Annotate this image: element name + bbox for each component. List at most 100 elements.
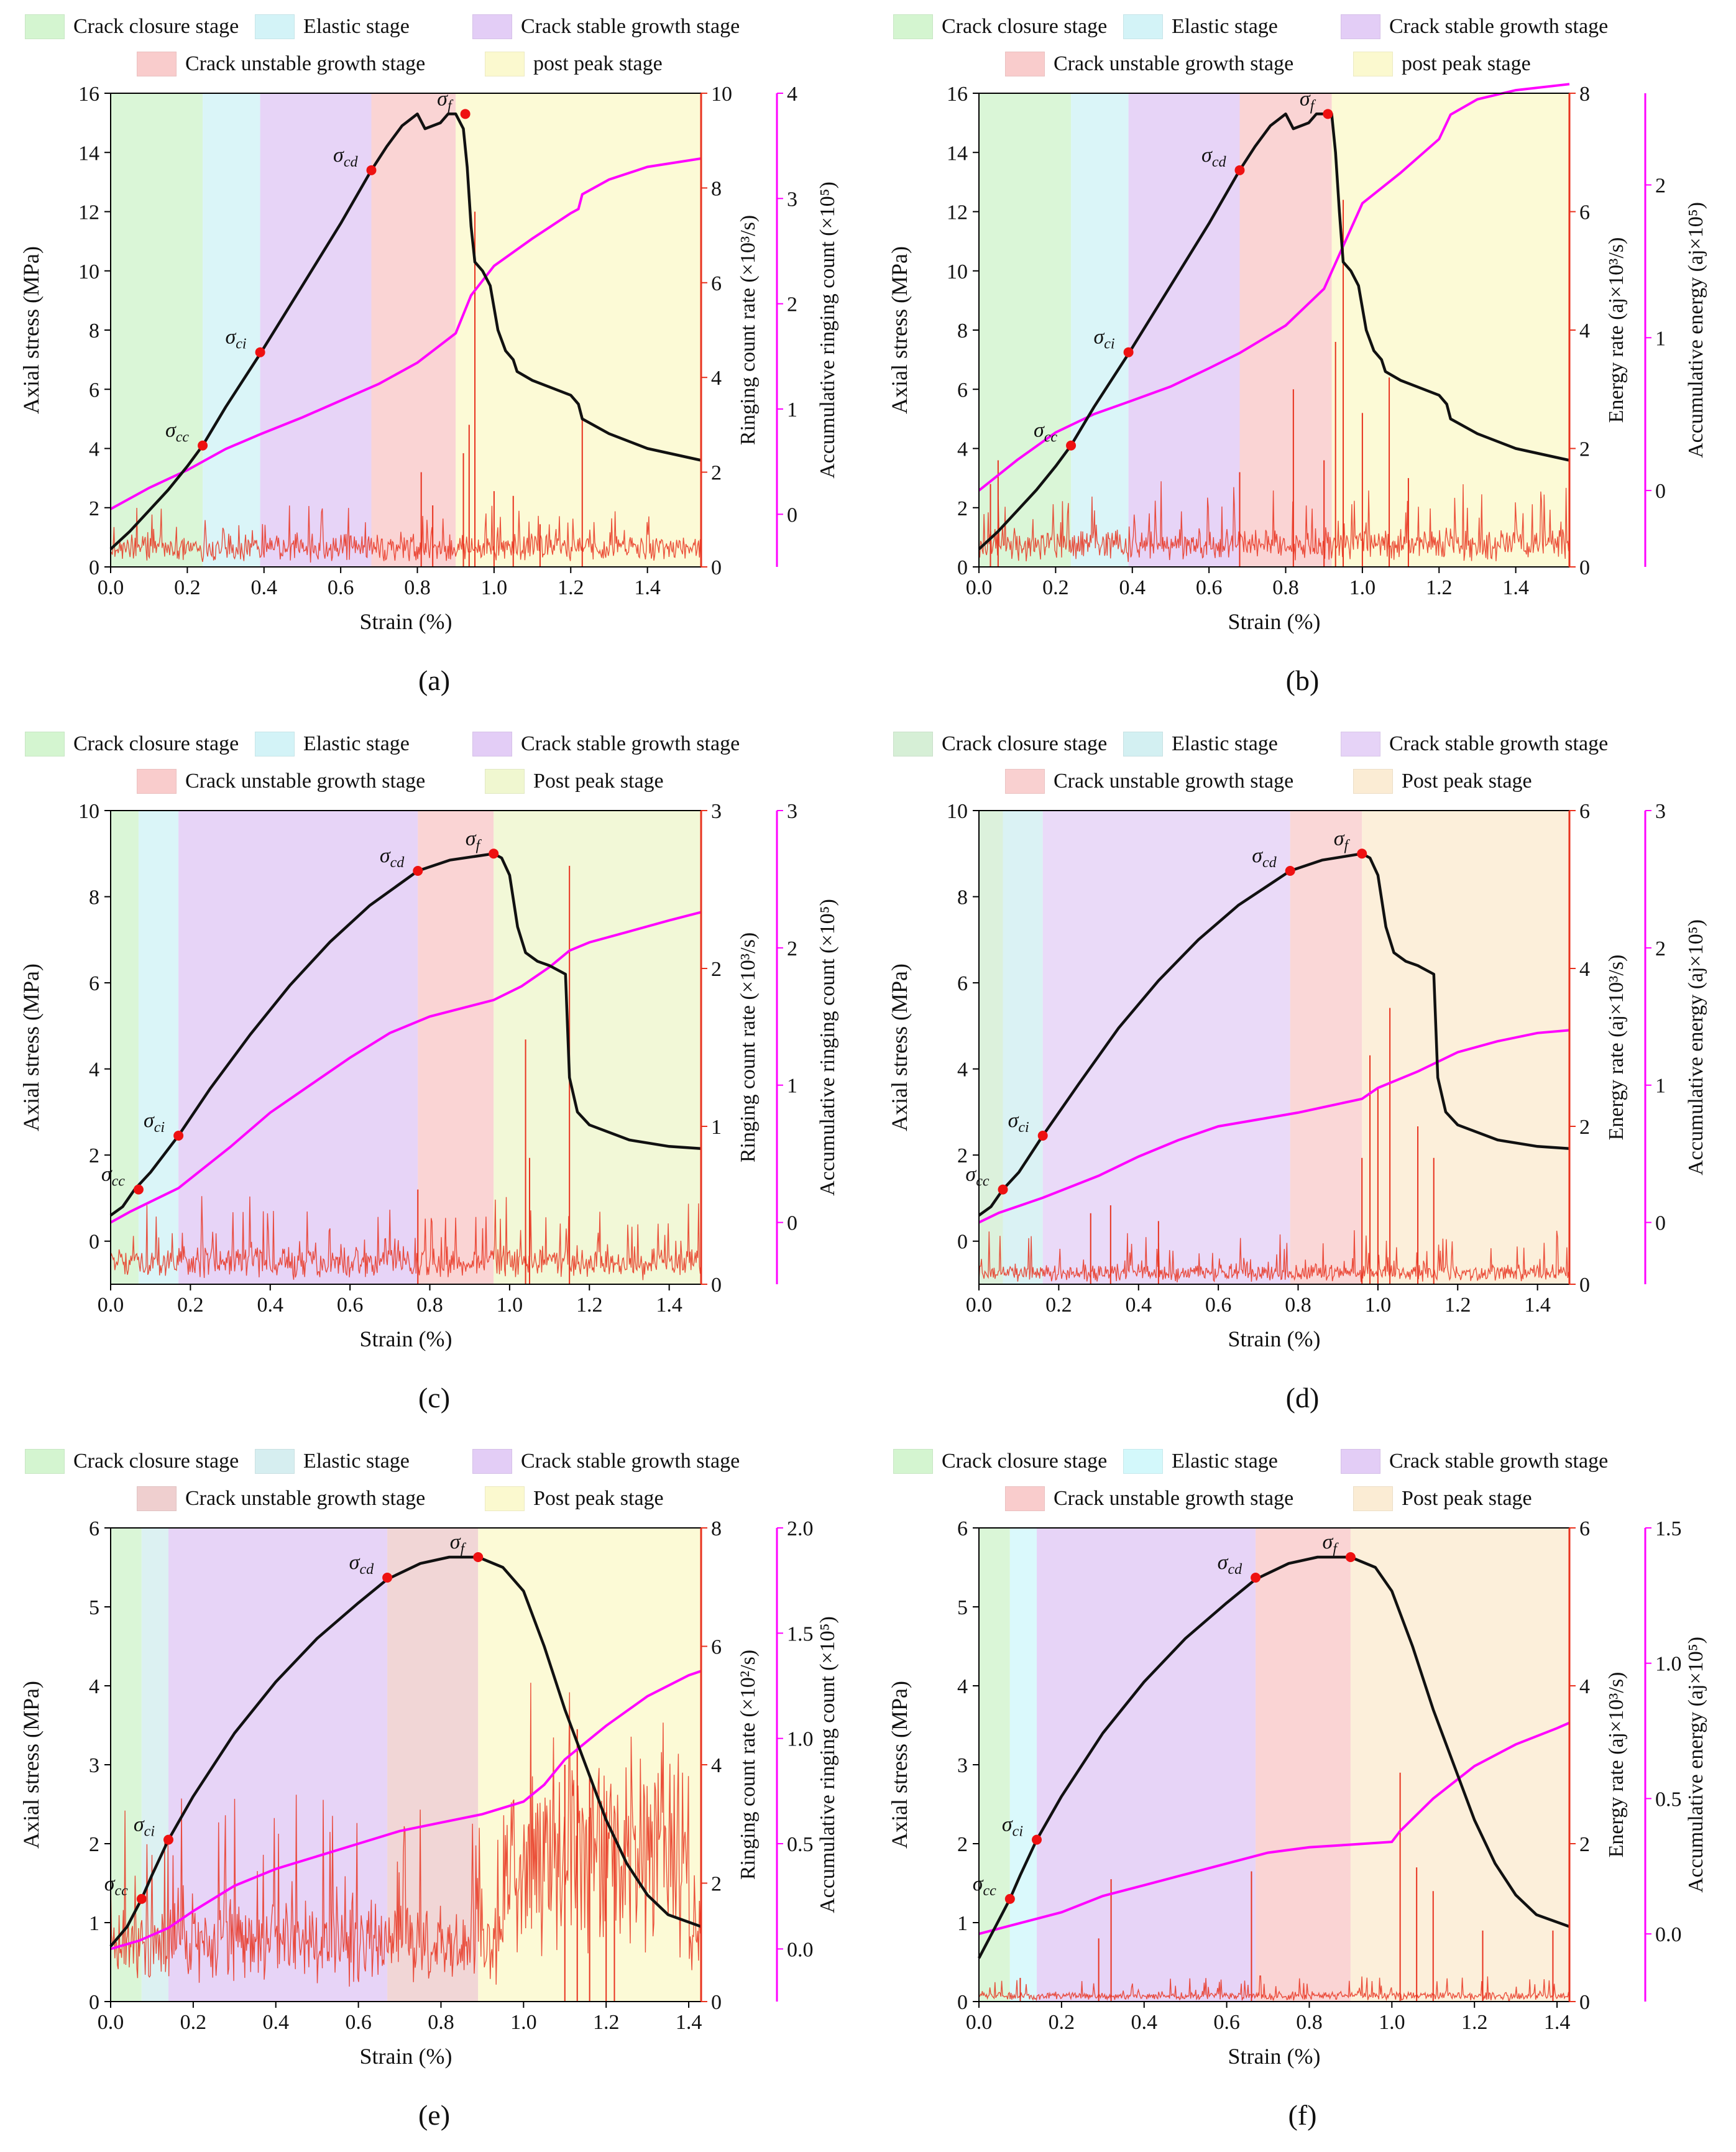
y3-tick-label: 2: [787, 293, 797, 316]
legend-label: Post peak stage: [1402, 1487, 1532, 1510]
y3-tick-label: 3: [1655, 800, 1666, 823]
marker-point: [255, 347, 265, 357]
x-axis-label: Strain (%): [1228, 1327, 1321, 1351]
legend-label: Elastic stage: [303, 15, 410, 38]
legend-swatch: [1341, 732, 1380, 756]
legend-swatch: [1123, 14, 1163, 39]
y-tick-label: 2: [89, 1833, 99, 1856]
legend-item: Post peak stage: [1353, 1481, 1532, 1517]
legend-label: Crack stable growth stage: [521, 15, 740, 38]
marker-label: σcd: [1218, 1551, 1242, 1578]
legend-row: Crack closure stage Elastic stage Crack st…: [25, 1443, 845, 1479]
legend-label: Crack unstable growth stage: [185, 52, 426, 75]
y2-tick-label: 6: [1579, 1517, 1590, 1540]
legend-swatch: [472, 14, 512, 39]
x-tick-label: 1.4: [1544, 2011, 1571, 2034]
x-tick-label: 1.0: [510, 2011, 537, 2034]
marker-label: σf: [1334, 827, 1351, 853]
marker-label: σcd: [1252, 844, 1277, 871]
y-tick-label: 2: [89, 1144, 99, 1167]
y3-tick-label: 2.0: [787, 1517, 814, 1540]
y2-tick-label: 2: [711, 1873, 722, 1896]
y2-tick-label: 6: [711, 1636, 722, 1659]
legend-swatch: [1005, 769, 1045, 794]
y-tick-label: 8: [957, 886, 968, 909]
x-axis-label: Strain (%): [360, 1327, 452, 1351]
y-tick-label: 14: [947, 142, 968, 165]
legend-label: Elastic stage: [1172, 15, 1278, 38]
y-tick-label: 0: [957, 556, 968, 579]
y-tick-label: 6: [957, 972, 968, 995]
chart-f: σcc σci σcd σf 0.0 0.2 0.4 0.6 0.8 1.0 1.2 1.4 Strai…: [887, 1517, 1707, 2069]
x-tick-label: 1.0: [481, 576, 508, 599]
y2-tick-label: 4: [1579, 958, 1590, 981]
stress-series: [109, 1555, 702, 1947]
y3-axis-label: Accumulative ringing count (×10⁵): [816, 182, 839, 479]
chart-e: σcc σci σcd σf 0.0 0.2 0.4 0.6 0.8 1.0 1.2 1.4 Strai…: [19, 1517, 839, 2069]
legend-row: Crack unstable growth stage post peak sta…: [25, 46, 845, 82]
x-tick-label: 1.0: [1379, 2011, 1405, 2034]
marker-point: [366, 165, 377, 175]
marker-point: [473, 1552, 484, 1562]
y-tick-label: 4: [89, 1059, 99, 1082]
x-tick-label: 0.2: [1049, 2011, 1075, 2034]
legend-item: Crack unstable growth stage: [1005, 46, 1293, 82]
x-tick-label: 1.4: [634, 576, 661, 599]
stress-series: [109, 113, 702, 551]
y3-tick-label: 0.5: [787, 1833, 814, 1856]
marker-label: σci: [1093, 326, 1114, 352]
legend-item: Elastic stage: [1123, 1443, 1278, 1479]
legend: Crack closure stage Elastic stage Crack st…: [893, 726, 1714, 807]
y-tick-label: 2: [957, 497, 968, 520]
chart-a: σcc σci σcd σf 0.0 0.2 0.4 0.6 0.8 1.0 1.2 1.4 Strai…: [19, 83, 839, 634]
legend-item: Elastic stage: [255, 726, 410, 762]
x-tick-label: 0.8: [1285, 1294, 1311, 1317]
y2-tick-label: 2: [1579, 1833, 1590, 1856]
y3-tick-label: 3: [787, 188, 797, 211]
legend-item: Post peak stage: [485, 763, 664, 799]
marker-label: σcd: [380, 844, 405, 871]
y3-tick-label: 0: [1655, 480, 1666, 503]
legend-label: Elastic stage: [1172, 1450, 1278, 1473]
stage-band: [418, 811, 494, 1284]
caption-d: (d): [1285, 1382, 1320, 1414]
y-tick-label: 8: [89, 886, 99, 909]
legend-label: Crack closure stage: [73, 15, 239, 38]
y-tick-label: 4: [957, 1059, 968, 1082]
marker-label: σci: [144, 1109, 165, 1136]
marker-label: σcc: [1034, 419, 1057, 446]
legend-item: Elastic stage: [1123, 726, 1278, 762]
y2-tick-label: 8: [711, 1517, 722, 1540]
y-tick-label: 10: [78, 800, 99, 823]
legend: Crack closure stage Elastic stage Crack st…: [893, 1443, 1714, 1524]
panel-b: Crack closure stage Elastic stage Crack st…: [868, 0, 1736, 717]
y3-axis-label: Accumulative energy (aj×10⁵): [1684, 202, 1707, 458]
y3-axis-label: Accumulative ringing count (×10⁵): [816, 1616, 839, 1913]
y2-tick-label: 6: [1579, 800, 1590, 823]
y-tick-label: 10: [947, 260, 968, 283]
legend-swatch: [25, 1449, 65, 1474]
y3-tick-label: 1: [1655, 1075, 1666, 1098]
legend-row: Crack unstable growth stage post peak sta…: [893, 46, 1714, 82]
legend-row: Crack unstable growth stage Post peak sta…: [893, 1481, 1714, 1517]
marker-label: σcc: [101, 1163, 125, 1190]
legend-swatch: [255, 732, 295, 756]
y-tick-label: 6: [957, 1517, 968, 1540]
x-axis-label: Strain (%): [360, 609, 452, 634]
marker-point: [460, 109, 471, 119]
y2-axis-label: Ringing count rate (×10²/s): [737, 1650, 760, 1880]
y2-tick-label: 2: [1579, 1116, 1590, 1139]
x-tick-label: 0.8: [428, 2011, 454, 2034]
legend-swatch: [137, 52, 177, 76]
y-tick-label: 4: [89, 1675, 99, 1698]
stage-band: [1256, 1528, 1351, 2002]
x-tick-label: 0.0: [966, 576, 993, 599]
x-tick-label: 1.4: [1502, 576, 1529, 599]
y2-tick-label: 8: [711, 177, 722, 200]
x-tick-label: 1.0: [1349, 576, 1376, 599]
x-tick-label: 0.4: [257, 1294, 284, 1317]
legend-label: Crack closure stage: [73, 732, 239, 755]
x-axis-label: Strain (%): [360, 2044, 452, 2069]
x-axis-label: Strain (%): [1228, 609, 1321, 634]
legend-label: post peak stage: [533, 52, 663, 75]
